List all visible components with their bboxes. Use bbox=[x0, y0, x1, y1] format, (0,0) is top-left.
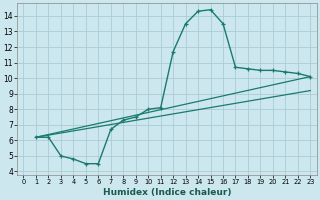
X-axis label: Humidex (Indice chaleur): Humidex (Indice chaleur) bbox=[103, 188, 231, 197]
